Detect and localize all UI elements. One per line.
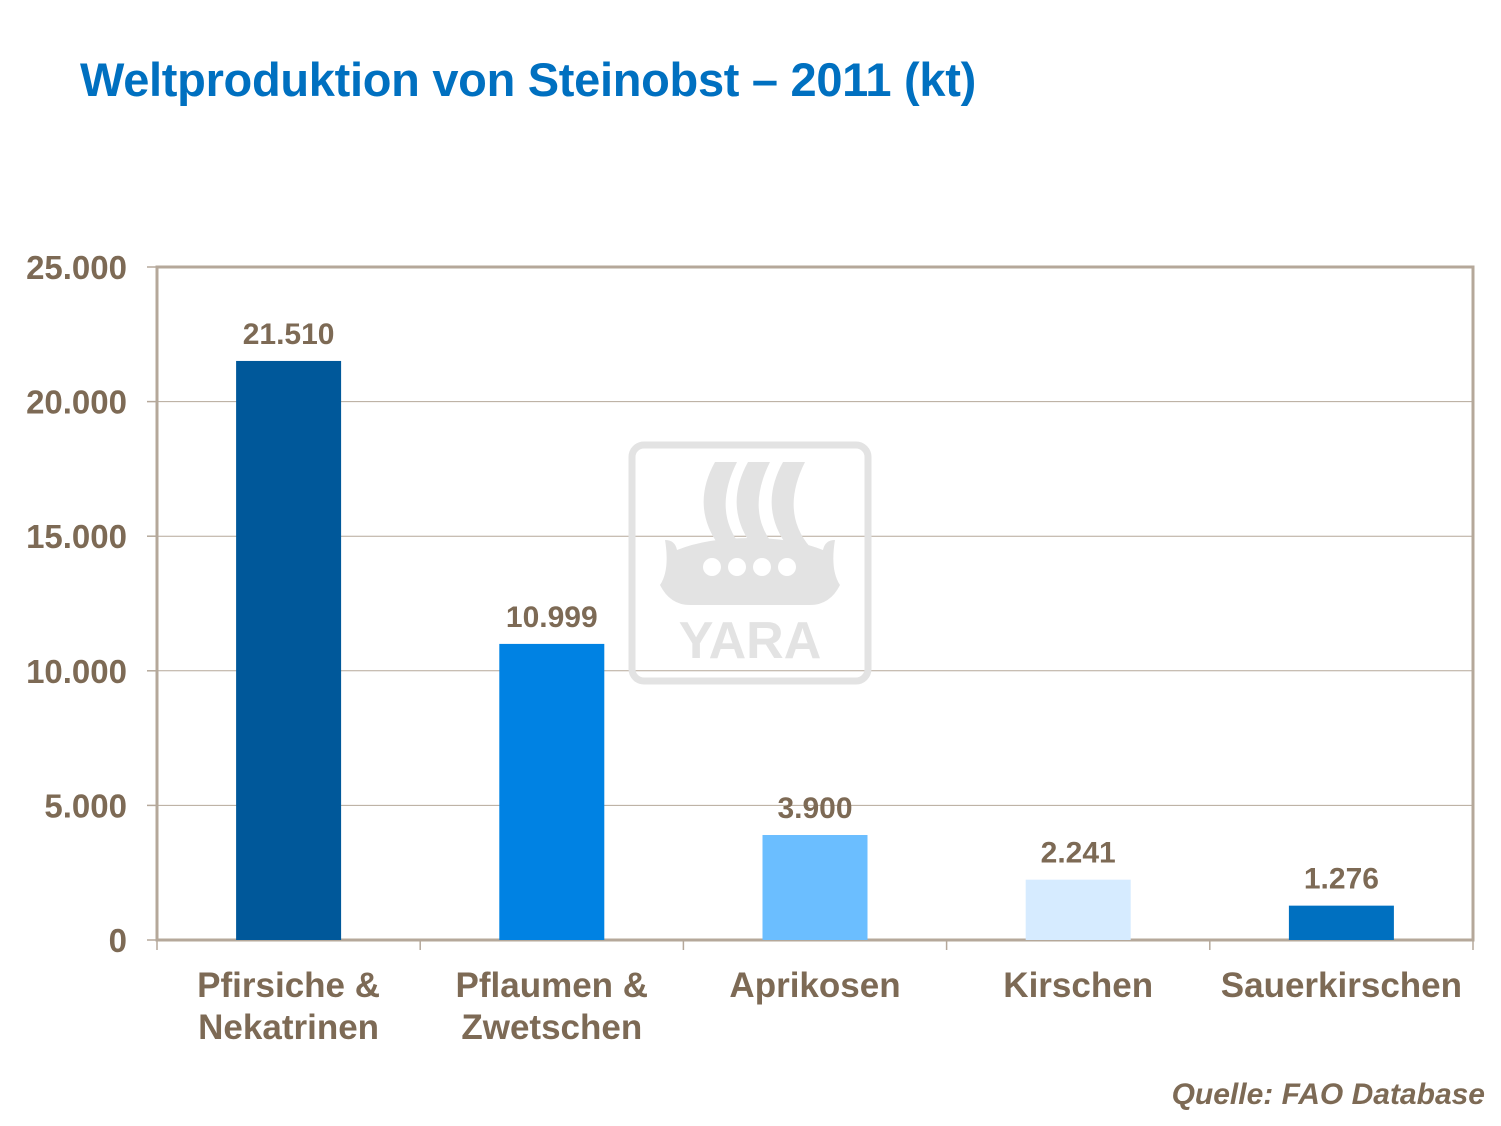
y-tick-label: 20.000 [26,384,127,421]
logo-text: YARA [679,612,822,670]
x-category-label: Aprikosen [729,966,900,1005]
y-tick-label: 5.000 [44,787,127,824]
gridlines [157,401,1473,806]
yara-logo-watermark: YARA [628,441,872,685]
data-label: 3.900 [777,792,852,825]
x-category-label: Pfirsiche & [197,966,380,1005]
x-category-label: Pflaumen & [456,966,649,1005]
chart-title: Weltproduktion von Steinobst – 2011 (kt) [80,53,976,106]
y-tick-label: 0 [109,922,127,959]
y-tick-label: 25.000 [26,249,127,286]
x-category-label: Zwetschen [461,1008,642,1047]
source-note: Quelle: FAO Database [1171,1078,1485,1111]
bar [1288,905,1394,940]
bar [1025,879,1131,940]
x-category-label: Nekatrinen [198,1008,379,1047]
y-tick-label: 10.000 [26,653,127,690]
bar [762,835,868,940]
bar [236,360,342,940]
labels: 0 5.000 10.000 15.000 20.000 25.000 21.510 Pfir… [26,249,1462,1047]
bar [499,643,605,940]
data-label: 21.510 [243,318,335,351]
data-label: 1.276 [1304,863,1379,896]
x-category-label: Sauerkirschen [1221,966,1462,1005]
bars [236,360,1394,940]
x-category-label: Kirschen [1003,966,1153,1005]
data-label: 2.241 [1041,837,1116,870]
data-label: 10.999 [506,601,598,634]
y-tick-label: 15.000 [26,518,127,555]
